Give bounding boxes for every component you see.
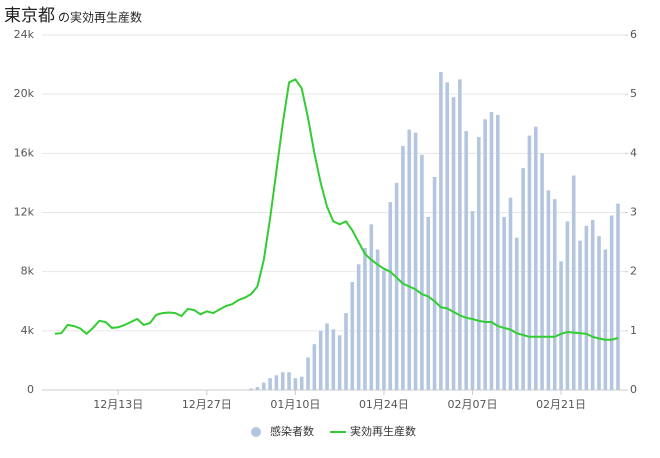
bar — [293, 378, 298, 390]
bar — [312, 344, 317, 390]
bar — [508, 197, 513, 390]
bar — [306, 357, 310, 390]
y-tick-label: 16k — [14, 146, 35, 159]
bar — [407, 129, 412, 390]
y2-tick-label: 4 — [630, 146, 637, 159]
y2-tick-label: 2 — [630, 265, 637, 278]
bar — [350, 282, 355, 390]
bar — [565, 221, 570, 390]
y2-tick-label: 1 — [630, 324, 637, 337]
bar — [458, 79, 462, 390]
bar — [521, 168, 525, 390]
bar — [489, 111, 494, 391]
bar — [426, 216, 431, 390]
bar — [299, 376, 304, 390]
x-tick-label: 02月21日 — [536, 398, 586, 411]
legend-label: 実効再生産数 — [350, 424, 416, 438]
bar — [255, 387, 260, 390]
bar — [477, 137, 481, 390]
bar — [401, 145, 405, 390]
bar — [394, 182, 399, 390]
bar — [571, 175, 576, 390]
bar — [432, 177, 437, 390]
bar — [451, 97, 456, 390]
bar — [439, 71, 443, 391]
y2-tick-label: 5 — [630, 87, 637, 100]
bar — [540, 153, 544, 390]
bar — [318, 330, 323, 390]
bar — [388, 202, 393, 390]
bar — [597, 236, 601, 390]
y-tick-label: 20k — [14, 87, 35, 100]
x-tick-label: 12月27日 — [182, 398, 232, 411]
bar — [496, 114, 500, 390]
bar — [325, 323, 329, 390]
y-tick-label: 24k — [14, 28, 35, 41]
bar — [331, 329, 336, 390]
bar — [382, 270, 386, 390]
bar — [356, 264, 361, 390]
bar — [559, 261, 563, 390]
bar — [268, 378, 272, 390]
x-tick-label: 02月07日 — [448, 398, 498, 411]
x-tick-label: 01月24日 — [359, 398, 409, 411]
bar — [344, 313, 348, 390]
bar — [470, 211, 475, 390]
x-tick-label: 12月13日 — [93, 398, 143, 411]
bar — [483, 119, 487, 390]
bar — [363, 248, 367, 390]
bar — [369, 224, 374, 390]
bar — [445, 82, 450, 390]
bar — [274, 375, 279, 390]
y2-tick-label: 6 — [630, 28, 637, 41]
chart-title: 東京都 — [4, 6, 55, 26]
bar — [590, 219, 595, 390]
legend-label: 感染者数 — [270, 424, 314, 438]
y2-tick-label: 0 — [630, 383, 637, 396]
y-tick-label: 8k — [21, 265, 35, 278]
bar — [337, 335, 342, 390]
bar — [249, 388, 253, 390]
y-tick-label: 12k — [14, 206, 35, 219]
x-tick-label: 01月10日 — [270, 398, 320, 411]
bar — [280, 372, 285, 390]
bar — [527, 135, 532, 390]
bar — [420, 154, 424, 390]
y2-tick-label: 3 — [630, 206, 637, 219]
bar — [616, 203, 620, 390]
bar — [546, 190, 551, 390]
bar — [287, 372, 291, 390]
bar — [609, 215, 614, 390]
legend-swatch — [251, 427, 261, 437]
bar — [514, 237, 519, 390]
y-tick-label: 4k — [21, 324, 35, 337]
bar — [413, 132, 418, 390]
chart-subtitle: の実効再生産数 — [58, 10, 142, 25]
bar — [584, 225, 589, 390]
bar — [578, 240, 582, 390]
line — [54, 78, 619, 341]
bar — [502, 216, 506, 390]
bar — [464, 131, 468, 391]
bar — [533, 126, 538, 390]
bar — [552, 199, 557, 390]
bar — [375, 249, 380, 390]
bar — [603, 249, 608, 390]
bar — [261, 382, 266, 390]
y-tick-label: 0 — [27, 383, 34, 396]
